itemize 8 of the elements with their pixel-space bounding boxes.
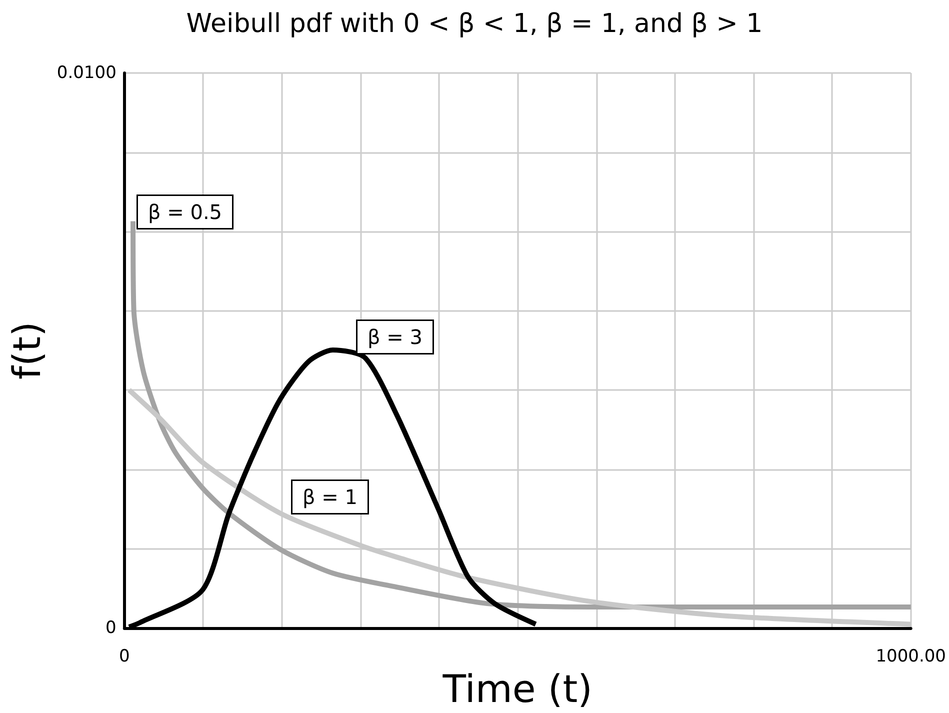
annotation: β = 0.5 — [148, 200, 222, 224]
y-tick-label: 0.0100 — [56, 63, 116, 83]
chart-title: Weibull pdf with 0 < β < 1, β = 1, and β > 1 — [186, 9, 763, 39]
annotation: β = 1 — [302, 485, 358, 509]
x-axis-title: Time (t) — [442, 667, 592, 711]
annotation: β = 3 — [368, 325, 422, 349]
x-tick-label: 1000.00 — [876, 646, 946, 667]
y-axis-title: f(t) — [5, 322, 49, 380]
